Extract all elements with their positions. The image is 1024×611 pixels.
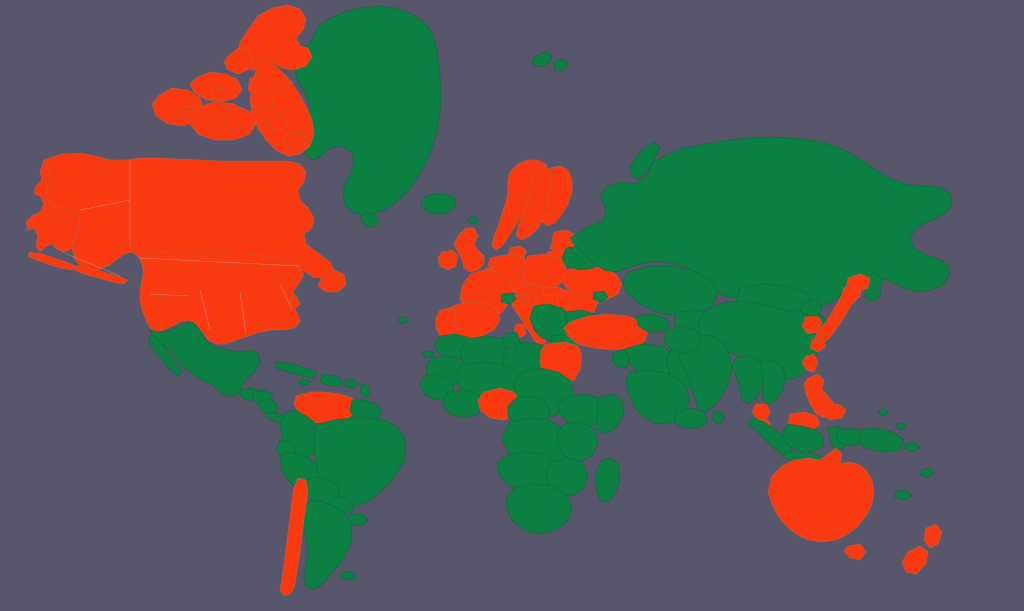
country-myanmar-thailand[interactable]	[732, 356, 764, 404]
island-cuba[interactable]	[276, 362, 316, 378]
country-philippines-mindanao[interactable]	[822, 404, 846, 420]
island-aleutians-a[interactable]	[28, 252, 76, 270]
island-puerto-rico[interactable]	[344, 380, 358, 388]
island-tasmania[interactable]	[844, 544, 866, 560]
island-baja-california[interactable]	[148, 334, 182, 376]
island-micronesia-a[interactable]	[878, 409, 888, 416]
country-united-kingdom[interactable]	[454, 228, 484, 272]
country-japan-hokkaido[interactable]	[846, 274, 870, 292]
country-taiwan[interactable]	[802, 354, 818, 372]
country-australia[interactable]	[768, 448, 874, 542]
country-indonesia-papua-west[interactable]	[836, 428, 862, 446]
island-new-caledonia[interactable]	[894, 490, 912, 500]
country-vietnam-laos-cambodia[interactable]	[760, 360, 786, 404]
island-svalbard[interactable]	[532, 52, 552, 67]
island-canary[interactable]	[422, 351, 434, 358]
country-brazil[interactable]	[314, 418, 406, 508]
island-aleutians-b[interactable]	[74, 266, 128, 284]
country-chile[interactable]	[280, 478, 308, 596]
island-greenland-south-tip[interactable]	[361, 212, 379, 227]
island-new-zealand-south[interactable]	[902, 546, 928, 574]
country-japan-kyushu[interactable]	[810, 338, 826, 352]
country-japan[interactable]	[814, 282, 862, 344]
country-canada-melville[interactable]	[190, 72, 242, 102]
country-turkey[interactable]	[564, 314, 648, 350]
island-faroe[interactable]	[468, 217, 478, 224]
country-finland[interactable]	[542, 166, 572, 226]
country-poland[interactable]	[522, 254, 566, 290]
country-ivory-coast-ghana[interactable]	[442, 390, 484, 418]
country-canada-small-isle-a[interactable]	[212, 88, 228, 100]
country-ethiopia[interactable]	[558, 394, 606, 428]
country-italy[interactable]	[512, 300, 546, 346]
country-india[interactable]	[674, 334, 732, 412]
country-pakistan-afghanistan[interactable]	[664, 326, 702, 354]
country-zimbabwe-mozambique[interactable]	[546, 458, 588, 496]
country-argentina[interactable]	[304, 500, 352, 590]
country-canada-prince-of-wales[interactable]	[222, 108, 256, 132]
country-canada-small-isle-d[interactable]	[284, 132, 308, 148]
country-canada-somerset[interactable]	[250, 90, 274, 110]
island-falklands[interactable]	[340, 572, 356, 580]
island-solomon-islands[interactable]	[904, 442, 920, 452]
country-madagascar[interactable]	[596, 458, 620, 502]
country-indonesia-borneo[interactable]	[782, 424, 824, 452]
subdivision-lines-north-america	[61, 160, 301, 335]
island-fiji-vanuatu[interactable]	[920, 468, 934, 478]
country-israel-jordan[interactable]	[612, 350, 630, 368]
country-somalia[interactable]	[596, 394, 624, 434]
country-south-africa[interactable]	[506, 484, 572, 534]
island-lesser-antilles[interactable]	[360, 384, 370, 398]
country-moldova[interactable]	[593, 291, 608, 302]
island-svalbard-east[interactable]	[554, 59, 568, 70]
country-iceland[interactable]	[421, 194, 456, 214]
country-tunisia[interactable]	[502, 332, 520, 348]
country-yemen-oman[interactable]	[674, 408, 708, 428]
island-micronesia-b[interactable]	[896, 423, 906, 430]
country-kazakhstan[interactable]	[622, 266, 718, 316]
country-ireland[interactable]	[438, 250, 458, 270]
island-novaya-zemlya[interactable]	[630, 142, 660, 180]
country-united-states[interactable]	[140, 252, 304, 344]
country-caucasus[interactable]	[636, 314, 670, 332]
country-ukraine[interactable]	[562, 266, 622, 300]
country-kenya-tanzania[interactable]	[558, 422, 598, 462]
country-switzerland[interactable]	[501, 293, 516, 304]
country-estonia[interactable]	[552, 230, 574, 244]
country-canada-axel-heiberg[interactable]	[224, 48, 252, 74]
country-canada-small-isle-b[interactable]	[180, 106, 196, 118]
island-new-zealand-north[interactable]	[924, 524, 942, 548]
country-mexico[interactable]	[150, 322, 260, 396]
country-alaska[interactable]	[26, 160, 80, 252]
island-sri-lanka[interactable]	[712, 412, 724, 424]
island-jamaica[interactable]	[298, 380, 310, 386]
country-north-korea[interactable]	[800, 300, 822, 316]
country-canada-small-isle-c[interactable]	[264, 114, 288, 130]
island-azores[interactable]	[398, 317, 408, 324]
island-hispaniola[interactable]	[320, 374, 342, 386]
